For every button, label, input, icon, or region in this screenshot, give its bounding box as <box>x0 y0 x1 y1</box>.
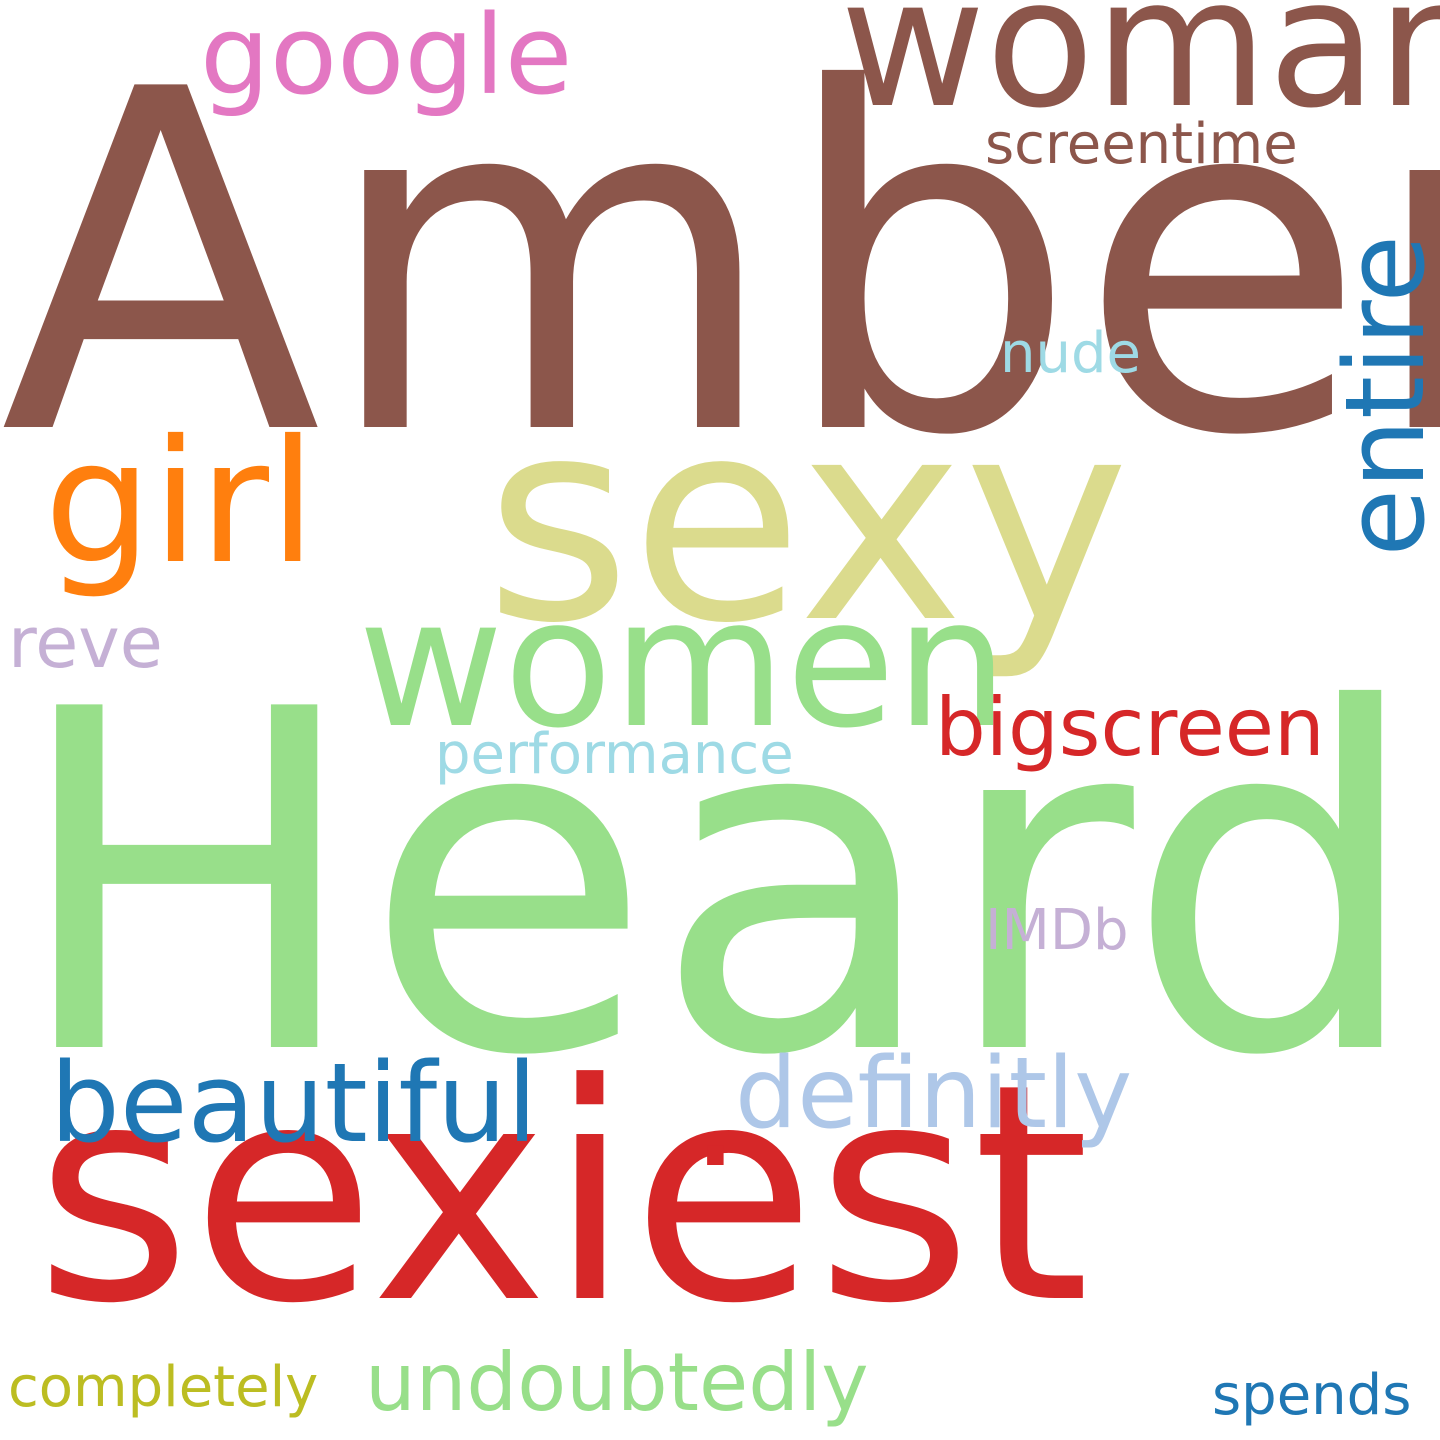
word-completely: completely <box>8 1355 319 1420</box>
word-spends: spends <box>1212 1363 1412 1428</box>
word-bigscreen: bigscreen <box>935 681 1325 774</box>
word-screentime: screentime <box>985 112 1298 177</box>
word-imdb: IMDb <box>985 898 1129 963</box>
word-heard: Heard <box>10 611 1424 1158</box>
word-dot: . <box>690 1016 741 1203</box>
word-woman: woman <box>840 0 1440 147</box>
word-definitly: definitly <box>735 1037 1133 1151</box>
word-amber: Amber <box>0 0 1440 538</box>
word-sexiest: sexiest <box>35 1020 1090 1369</box>
word-girl: girl <box>44 404 317 602</box>
word-google: google <box>200 0 573 119</box>
word-performance: performance <box>435 722 794 787</box>
word-women: women <box>358 560 1009 767</box>
word-undoubtedly: undoubtedly <box>365 1336 869 1429</box>
word-beautiful: beautiful <box>50 1039 538 1167</box>
word-nude: nude <box>1000 321 1141 386</box>
word-reve: reve <box>8 602 163 684</box>
word-sexy: sexy <box>485 359 1130 685</box>
word-entire: entire <box>1321 235 1440 557</box>
